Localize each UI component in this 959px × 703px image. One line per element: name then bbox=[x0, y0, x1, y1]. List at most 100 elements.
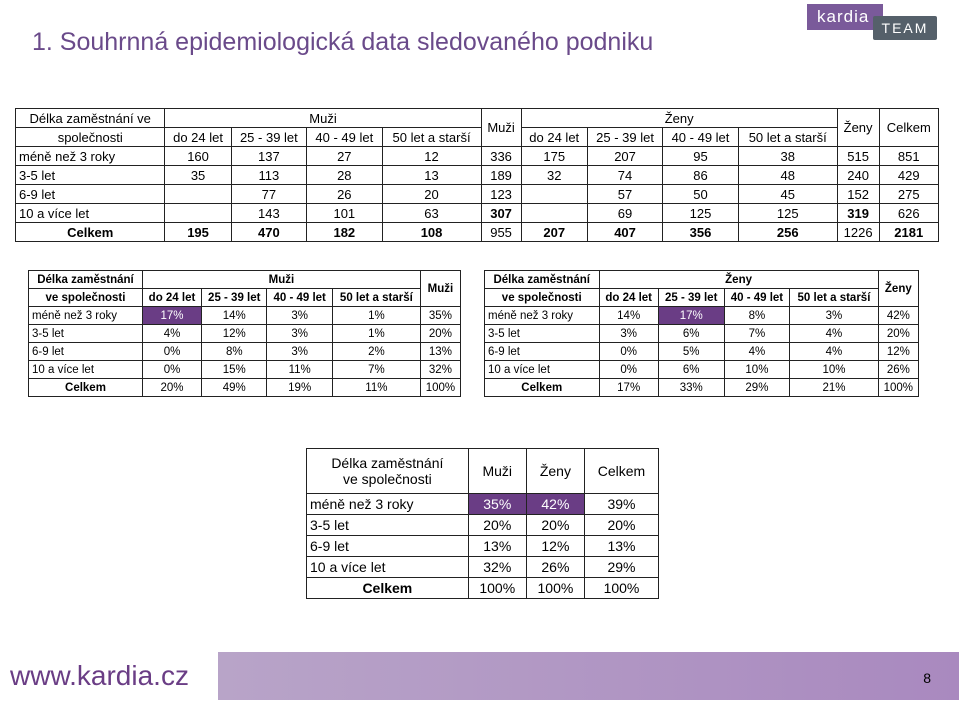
table-row: 10 a více let 0% 15% 11% 7% 32% bbox=[28, 360, 462, 379]
table-cell: 100% bbox=[525, 577, 585, 599]
table-row: méně než 3 roky 17% 14% 3% 1% 35% bbox=[28, 306, 462, 325]
table-cell: 429 bbox=[878, 165, 939, 185]
page-title: 1. Souhrnná epidemiologická data sledova… bbox=[32, 28, 654, 56]
table-cell: 45 bbox=[737, 184, 838, 204]
table-cell: 143 bbox=[230, 203, 308, 223]
row-label: 3-5 let bbox=[306, 514, 469, 536]
table-cell: 125 bbox=[737, 203, 838, 223]
table-cell: 160 bbox=[164, 146, 232, 166]
table-cell: 101 bbox=[306, 203, 383, 223]
table-cell: 12% bbox=[201, 324, 268, 343]
table-cell: 356 bbox=[662, 222, 739, 242]
table-cell: 240 bbox=[836, 165, 880, 185]
table-cell: 1226 bbox=[836, 222, 880, 242]
table-cell: 13% bbox=[419, 342, 462, 361]
table-cell: 470 bbox=[230, 222, 308, 242]
row-label: 6-9 let bbox=[14, 184, 166, 204]
header-tenure-line2: ve společnosti bbox=[28, 288, 143, 307]
table-row: méně než 3 roky 160 137 27 12 336 175 207 95 38 51… bbox=[14, 146, 939, 166]
table-cell: 2181 bbox=[878, 222, 939, 242]
table-cell: 0% bbox=[141, 360, 203, 379]
header-age: 40 - 49 let bbox=[662, 127, 739, 147]
header-age: 25 - 39 let bbox=[657, 288, 725, 307]
table-cell: 20% bbox=[141, 378, 203, 397]
row-label: Celkem bbox=[28, 378, 143, 397]
table-cell: 20% bbox=[525, 514, 585, 536]
table-cell bbox=[520, 203, 588, 223]
table-cell: 5% bbox=[657, 342, 725, 361]
header-total: Muži bbox=[419, 270, 462, 307]
table-row: Celkem 100% 100% 100% bbox=[306, 577, 660, 599]
table-cell: 4% bbox=[723, 342, 791, 361]
table-cell: 13% bbox=[583, 535, 660, 557]
table-cell: 3% bbox=[266, 324, 333, 343]
table-cell: 307 bbox=[480, 203, 522, 223]
row-label: 10 a více let bbox=[484, 360, 600, 379]
footer-bar bbox=[218, 652, 959, 700]
table-cell: 17% bbox=[657, 306, 725, 325]
table-cell: 32% bbox=[467, 556, 527, 578]
header-muzi-total: Muži bbox=[480, 108, 522, 147]
table-row: 3-5 let 35 113 28 13 189 32 74 86 48 240 429 bbox=[14, 165, 939, 185]
row-label: Celkem bbox=[484, 378, 600, 397]
table-cell: 14% bbox=[598, 306, 659, 325]
table-row: Celkem 195 470 182 108 955 207 407 356 256 1226 218… bbox=[14, 222, 939, 242]
table-cell: 13 bbox=[381, 165, 482, 185]
table-cell: 29% bbox=[723, 378, 791, 397]
table-cell: 20 bbox=[381, 184, 482, 204]
table-cell: 3% bbox=[266, 306, 333, 325]
table-cell: 20% bbox=[467, 514, 527, 536]
table-cell: 32 bbox=[520, 165, 588, 185]
table-cell: 11% bbox=[331, 378, 421, 397]
header-age: 40 - 49 let bbox=[306, 127, 383, 147]
header-age: 25 - 39 let bbox=[586, 127, 664, 147]
logo-kardia: kardia bbox=[807, 4, 883, 30]
table-cell: 35 bbox=[164, 165, 232, 185]
table-cell: 6% bbox=[657, 324, 725, 343]
table-row: 6-9 let 0% 5% 4% 4% 12% bbox=[484, 342, 920, 361]
table-cell: 14% bbox=[201, 306, 268, 325]
table-cell: 39% bbox=[583, 493, 660, 515]
table-cell: 12% bbox=[877, 342, 920, 361]
table-cell: 48 bbox=[737, 165, 838, 185]
table-cell: 28 bbox=[306, 165, 383, 185]
row-label: 3-5 let bbox=[484, 324, 600, 343]
table-cell: 17% bbox=[141, 306, 203, 325]
table-cell: 63 bbox=[381, 203, 482, 223]
table-cell: 851 bbox=[878, 146, 939, 166]
table-cell: 4% bbox=[141, 324, 203, 343]
table-cell: 175 bbox=[520, 146, 588, 166]
row-label: méně než 3 roky bbox=[306, 493, 469, 515]
row-label: 3-5 let bbox=[14, 165, 166, 185]
table-cell: 4% bbox=[789, 342, 879, 361]
table-row: 10 a více let 32% 26% 29% bbox=[306, 556, 660, 578]
header-celkem: Celkem bbox=[583, 448, 660, 494]
header-muzi-group: Muži bbox=[164, 108, 482, 128]
table-cell: 100% bbox=[419, 378, 462, 397]
row-label: 10 a více let bbox=[28, 360, 143, 379]
table-cell: 1% bbox=[331, 324, 421, 343]
table-cell: 10% bbox=[789, 360, 879, 379]
footer-url[interactable]: www.kardia.cz bbox=[10, 660, 189, 691]
table-cell: 77 bbox=[230, 184, 308, 204]
table-cell: 3% bbox=[789, 306, 879, 325]
table-cell: 2% bbox=[331, 342, 421, 361]
absolute-counts-table: Délka zaměstnání ve Muži Muži Ženy Ženy … bbox=[14, 108, 939, 242]
table-row: Celkem 20% 49% 19% 11% 100% bbox=[28, 378, 462, 397]
table-cell: 20% bbox=[419, 324, 462, 343]
row-label: 3-5 let bbox=[28, 324, 143, 343]
table-cell: 42% bbox=[525, 493, 585, 515]
table-row: 10 a více let 143 101 63 307 69 125 125 319 626 bbox=[14, 203, 939, 223]
row-label: méně než 3 roky bbox=[14, 146, 166, 166]
table-cell: 100% bbox=[467, 577, 527, 599]
table-cell: 42% bbox=[877, 306, 920, 325]
table-cell: 13% bbox=[467, 535, 527, 557]
table-cell: 35% bbox=[419, 306, 462, 325]
table-cell: 123 bbox=[480, 184, 522, 204]
table-cell: 69 bbox=[586, 203, 664, 223]
table-cell: 7% bbox=[723, 324, 791, 343]
table-cell: 256 bbox=[737, 222, 838, 242]
table-cell: 100% bbox=[583, 577, 660, 599]
table-cell: 955 bbox=[480, 222, 522, 242]
header-age: 25 - 39 let bbox=[230, 127, 308, 147]
